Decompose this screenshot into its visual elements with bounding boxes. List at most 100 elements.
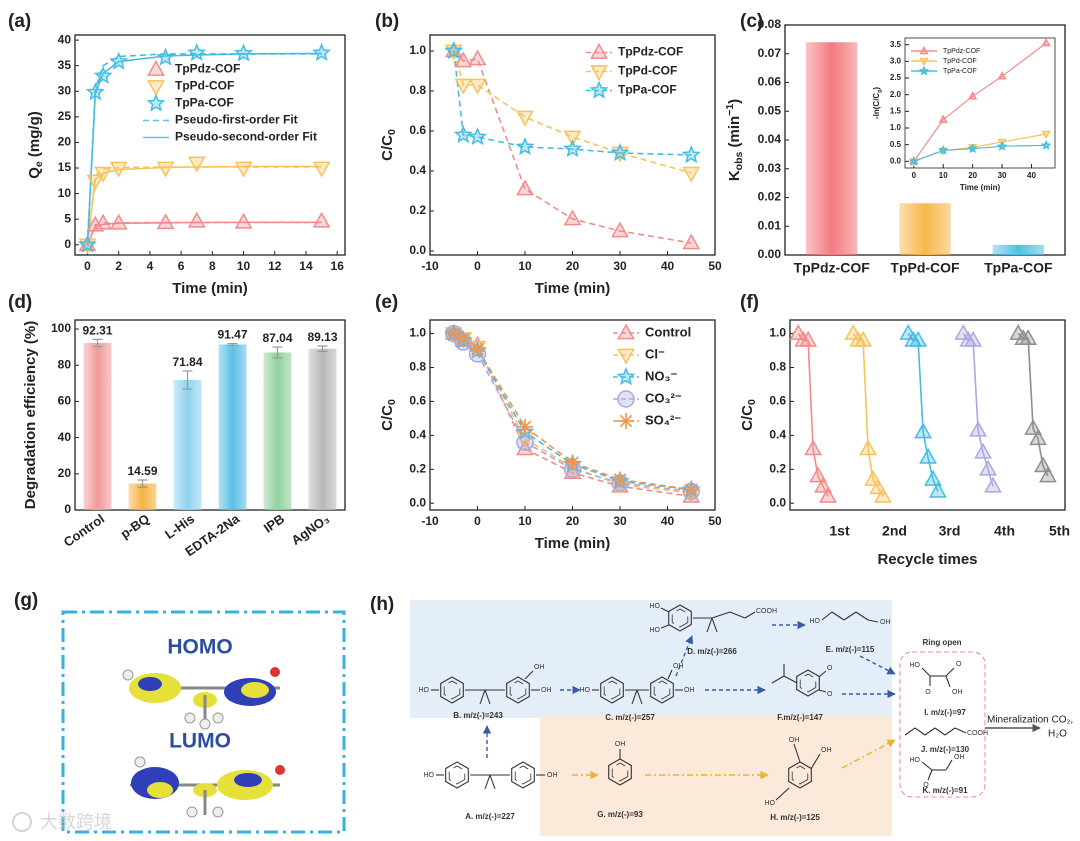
marker (1041, 130, 1051, 140)
compound-label: J. m/z(-)=130 (921, 745, 970, 754)
series-line (913, 42, 1047, 162)
x-tick-label: 2 (115, 259, 122, 273)
marker (859, 439, 877, 456)
legend-label: TpPdz-COF (175, 62, 240, 76)
panel-label: (c) (740, 11, 763, 32)
compound-label: I. m/z(-)=97 (924, 708, 966, 717)
y-axis-title: C/C0 (739, 399, 758, 431)
x-tick-label: TpPd-COF (890, 260, 960, 276)
legend-marker (617, 323, 635, 340)
marker (964, 330, 983, 347)
bond (771, 675, 785, 684)
marker (234, 161, 253, 178)
atom-label: HO (765, 800, 776, 807)
compound-label: E. m/z(-)=115 (826, 645, 875, 654)
bond (904, 727, 916, 736)
bond (524, 670, 534, 680)
legend-marker (618, 413, 634, 429)
y-tick-label: 0.2 (409, 203, 426, 217)
y-tick-label: 40 (58, 430, 72, 444)
error-bar (137, 479, 148, 488)
compound-label: H. m/z(-)=125 (770, 813, 820, 822)
y-tick-label: 0.0 (890, 156, 902, 165)
mineralization-label: Mineralization CO₂, (987, 715, 1073, 726)
y-tick-label: 0.06 (758, 75, 782, 89)
bond (706, 617, 713, 633)
series-line (453, 50, 692, 174)
marker (445, 325, 462, 342)
marker (109, 161, 128, 178)
y-axis-title-part: −1 (724, 104, 736, 116)
marker (974, 442, 992, 459)
homo-orbital (122, 667, 280, 730)
x-tick-label: 20 (566, 259, 580, 273)
x-tick-label: 30 (613, 514, 627, 528)
x-tick-label: 20 (968, 171, 977, 180)
y-axis-title-part: (min (726, 116, 743, 152)
y-tick-label: 0.6 (409, 123, 426, 137)
error-bar (182, 370, 193, 390)
x-tick-label: 50 (708, 259, 722, 273)
y-tick-label: 0.0 (409, 243, 426, 257)
y-tick-label: 35 (58, 58, 72, 72)
bond (855, 611, 869, 621)
marker (312, 42, 332, 61)
y-tick-label: 5 (64, 211, 71, 225)
bond (945, 759, 953, 771)
compound-label: F.m/z(-)=147 (777, 713, 823, 722)
benzene-ring (608, 758, 632, 786)
bar (308, 348, 337, 510)
y-tick-label: 40 (58, 32, 72, 46)
x-tick-label: 0 (474, 514, 481, 528)
y-tick-label: 0 (64, 502, 71, 516)
ring-bond (603, 680, 621, 700)
ring-bond (671, 608, 689, 628)
marker (156, 161, 175, 178)
benzene-ring (600, 676, 624, 704)
marker (938, 144, 949, 155)
plot-frame (74, 34, 346, 256)
marker (187, 42, 207, 61)
bond (921, 667, 931, 677)
benzene-ring (506, 676, 530, 704)
error-bar (92, 338, 103, 348)
y-tick-label: 0 (64, 237, 71, 251)
y-axis-title-part: (mg/g) (26, 111, 43, 161)
marker (444, 41, 464, 60)
legend-marker (616, 367, 636, 386)
y-axis-title: C/C0 (379, 129, 398, 161)
y-axis-title: Qe (mg/g) (26, 111, 45, 179)
bond (660, 624, 670, 629)
atom-label: OH (534, 664, 545, 671)
x-tick-label: 4th (994, 523, 1015, 539)
x-tick-label: 10 (237, 259, 251, 273)
legend-marker (147, 80, 165, 97)
legend-label: TpPdz-COF (618, 45, 683, 59)
legend-label: CO₃²⁻ (645, 390, 682, 405)
x-axis-title: Time (min) (960, 183, 1001, 192)
atom-label: HO (650, 627, 661, 634)
bond (843, 611, 857, 621)
orbital-box (61, 610, 346, 834)
marker (86, 174, 105, 191)
compound-label: A. m/z(-)=227 (465, 812, 515, 821)
marker (996, 140, 1008, 151)
value-label: 71.84 (172, 355, 202, 369)
lumo-title: LUMO (169, 730, 231, 753)
atom-label: OH (673, 663, 684, 670)
homo-title: HOMO (167, 636, 232, 659)
bond (914, 727, 926, 736)
value-label: 91.47 (217, 328, 247, 342)
ring-bond (443, 680, 461, 700)
marker (1040, 139, 1052, 150)
bond (775, 787, 790, 801)
ring-bond (791, 765, 809, 785)
y-axis-title-part: C/C (739, 405, 756, 431)
x-axis-title: Recycle times (877, 551, 977, 568)
marker (682, 166, 701, 183)
x-tick-label: 16 (331, 259, 345, 273)
marker (804, 439, 822, 456)
ring-bond (509, 680, 527, 700)
marker (874, 486, 892, 503)
